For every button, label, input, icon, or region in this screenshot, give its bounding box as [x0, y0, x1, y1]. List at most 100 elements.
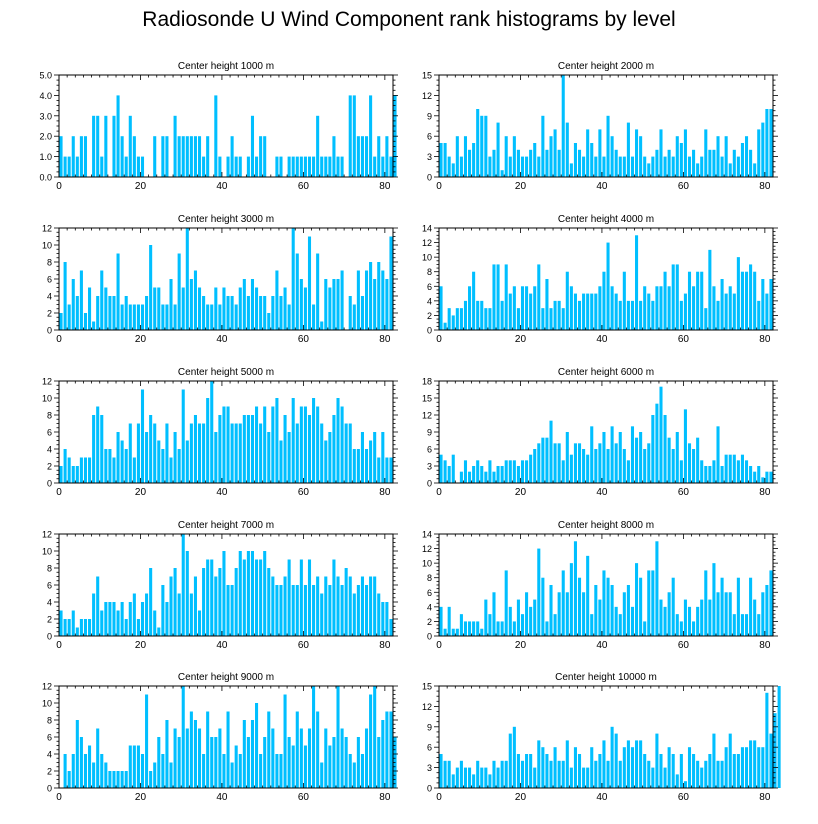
histogram-bar [169, 576, 173, 636]
histogram-bar [242, 559, 246, 636]
histogram-bar [352, 95, 356, 177]
histogram-bar [230, 136, 234, 177]
y-tick-label: 15 [422, 682, 432, 692]
histogram-bar [181, 686, 185, 788]
histogram-bar [299, 728, 303, 788]
histogram-bar [71, 279, 75, 330]
histogram-bar [602, 271, 606, 330]
histogram-bar [238, 551, 242, 636]
histogram-bar [385, 136, 389, 177]
histogram-bar [484, 308, 488, 330]
histogram-bar [488, 614, 492, 636]
histogram-bar [263, 737, 267, 788]
y-tick-label: 10 [42, 394, 52, 404]
histogram-bar [553, 747, 557, 788]
histogram-bar [683, 781, 687, 788]
histogram-panel-5: Center height 5000 m 0 20 40 60 80 0 2 4 6 8 10 12 [42, 367, 398, 498]
x-tick-label: 0 [436, 334, 442, 345]
histogram-bar [369, 694, 373, 788]
x-tick-label: 40 [216, 181, 228, 192]
histogram-bar [124, 296, 128, 330]
histogram-bar [116, 432, 120, 483]
histogram-bar [153, 136, 157, 177]
histogram-bar [283, 287, 287, 330]
histogram-bar [716, 136, 720, 177]
histogram-bar [451, 315, 455, 330]
histogram-bar [687, 747, 692, 788]
histogram-bar [569, 454, 573, 483]
x-tick-label: 60 [298, 792, 310, 803]
histogram-bar [100, 156, 104, 177]
histogram-bar [769, 733, 773, 788]
histogram-bar [124, 449, 128, 483]
histogram-bar [202, 423, 206, 483]
histogram-bar [716, 592, 720, 636]
histogram-bar [736, 460, 740, 483]
x-tick-label: 60 [298, 640, 310, 651]
histogram-bar [332, 279, 336, 330]
panel-title: Center height 6000 m [558, 367, 654, 378]
histogram-bar [340, 270, 344, 330]
histogram-bar [679, 621, 683, 636]
histogram-bar [529, 454, 533, 483]
x-tick-label: 40 [216, 640, 228, 651]
y-tick-label: 1.0 [39, 152, 52, 162]
histogram-bar [250, 279, 255, 330]
histogram-bar [651, 156, 655, 177]
histogram-bar [687, 156, 692, 177]
histogram-bar [692, 149, 696, 177]
histogram-bar [124, 156, 128, 177]
histogram-bar [749, 577, 753, 636]
histogram-bar [303, 156, 307, 177]
histogram-bar [687, 271, 692, 330]
histogram-bar [480, 300, 484, 330]
histogram-bar [124, 771, 128, 788]
histogram-bar [381, 270, 385, 330]
histogram-bar [639, 577, 643, 636]
histogram-bar [594, 449, 598, 483]
histogram-bar [279, 156, 283, 177]
y-tick-label: 12 [422, 91, 432, 101]
histogram-bar [336, 576, 340, 636]
histogram-bar [508, 606, 512, 636]
histogram-bar [320, 423, 324, 483]
histogram-bar [120, 304, 124, 330]
histogram-bar [525, 592, 529, 636]
histogram-bar [740, 454, 744, 483]
histogram-bar [271, 728, 275, 788]
histogram-bar [724, 747, 728, 788]
histogram-bar [696, 606, 700, 636]
histogram-bar [83, 754, 88, 788]
histogram-bar [161, 449, 165, 483]
histogram-bar [557, 300, 561, 330]
histogram-bar [671, 264, 675, 330]
histogram-bar [618, 156, 622, 177]
histogram-bar [659, 599, 663, 636]
histogram-bar [618, 760, 622, 788]
histogram-bar [316, 115, 320, 177]
histogram-bar [451, 628, 455, 636]
histogram-bar [255, 156, 259, 177]
histogram-bar [324, 576, 328, 636]
histogram-bar [439, 286, 443, 330]
histogram-bar [202, 156, 206, 177]
histogram-bar [630, 747, 635, 788]
histogram-bar [545, 437, 549, 483]
histogram-bar [753, 599, 757, 636]
histogram-bar [242, 279, 246, 330]
histogram-bar [389, 711, 393, 788]
histogram-bar [344, 423, 348, 483]
histogram-bar [545, 149, 549, 177]
histogram-bar [165, 304, 169, 330]
histogram-bar [476, 460, 480, 483]
histogram-bar [222, 287, 226, 330]
y-tick-label: 0 [427, 326, 432, 336]
histogram-bar [659, 386, 663, 483]
histogram-bar [79, 737, 83, 788]
x-tick-label: 20 [515, 181, 527, 192]
histogram-bar [692, 286, 696, 330]
y-tick-label: 2 [47, 462, 52, 472]
histogram-bar [88, 287, 92, 330]
histogram-bar [533, 767, 537, 788]
histogram-bar [439, 454, 443, 483]
